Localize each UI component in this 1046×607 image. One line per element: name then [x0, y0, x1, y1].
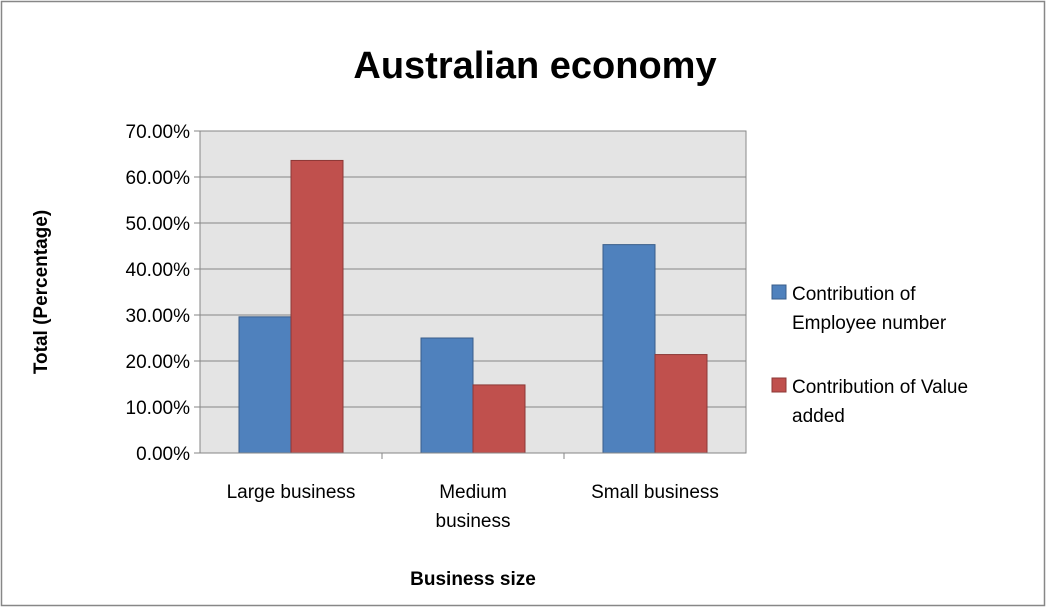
x-tick-labels: Large business Medium business Small busine… — [227, 453, 719, 532]
y-tick-labels: 0.00% 10.00% 20.00% 30.00% 40.00% 50.00% 60.00… — [126, 122, 191, 465]
x-tick-label: Medium business — [436, 482, 511, 532]
y-tick-label: 40.00% — [126, 260, 191, 281]
x-axis-title: Business size — [410, 569, 536, 590]
y-tick-label: 20.00% — [126, 352, 191, 373]
bar-value-added-2 — [654, 354, 708, 454]
y-tick-label: 70.00% — [126, 122, 191, 143]
bar-value-added-0 — [290, 159, 344, 454]
bars — [238, 159, 708, 454]
legend: Contribution of Employee number Contributi… — [771, 284, 968, 427]
x-tick-label: Large business — [227, 482, 356, 503]
legend-swatch-1 — [771, 377, 787, 393]
bar-employee-0 — [238, 316, 292, 454]
x-tick-label: Small business — [591, 482, 719, 503]
bar-value-added-1 — [472, 384, 526, 454]
y-tick-label: 0.00% — [136, 444, 190, 465]
legend-swatch-0 — [771, 284, 787, 300]
y-tick-label: 60.00% — [126, 168, 191, 189]
legend-label-1: Contribution of Value added — [792, 377, 968, 427]
y-tick-label: 10.00% — [126, 398, 191, 419]
y-axis-title: Total (Percentage) — [31, 210, 52, 374]
bar-employee-2 — [602, 244, 656, 454]
plot-area: 0.00% 10.00% 20.00% 30.00% 40.00% 50.00% 60.00… — [126, 122, 747, 532]
legend-label-0: Contribution of Employee number — [792, 284, 947, 334]
y-tick-label: 50.00% — [126, 214, 191, 235]
chart-title: Australian economy — [353, 45, 716, 87]
y-tick-label: 30.00% — [126, 306, 191, 327]
bar-employee-1 — [420, 337, 474, 454]
